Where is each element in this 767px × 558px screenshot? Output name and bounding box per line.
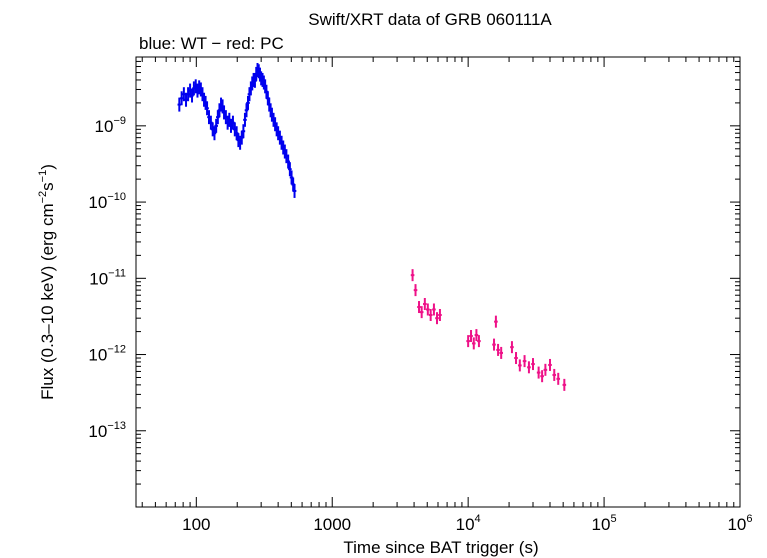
x-axis-tick-labels: 100 1000 104 105 106 bbox=[182, 513, 752, 534]
x-tick-label: 106 bbox=[727, 513, 752, 534]
data-point-pc bbox=[499, 346, 503, 359]
y-tick-label: 10−9 bbox=[95, 115, 126, 136]
chart-subtitle: blue: WT − red: PC bbox=[139, 34, 284, 53]
y-tick-label-base: 10 bbox=[88, 193, 107, 212]
data-point-pc bbox=[518, 359, 522, 372]
data-point-pc bbox=[426, 303, 430, 316]
data-point-wt bbox=[190, 88, 194, 103]
series-wt bbox=[177, 63, 297, 198]
y-tick-label-exp: −10 bbox=[107, 191, 126, 203]
data-point-pc bbox=[552, 368, 557, 381]
y-tick-label: 10−10 bbox=[88, 191, 126, 212]
y-tick-label-exp: −12 bbox=[107, 344, 126, 356]
data-point-wt bbox=[214, 118, 218, 133]
y-axis-label-main: Flux (0.3–10 keV) (erg cm bbox=[38, 203, 57, 400]
chart-title: Swift/XRT data of GRB 060111A bbox=[308, 10, 552, 29]
x-axis-ticks bbox=[141, 57, 741, 507]
data-point-pc bbox=[466, 335, 470, 348]
data-point-pc bbox=[438, 309, 442, 322]
data-point-pc bbox=[536, 366, 541, 379]
data-point-wt bbox=[286, 154, 290, 169]
x-tick-label-exp: 6 bbox=[746, 513, 752, 525]
plot-frame bbox=[135, 56, 741, 508]
data-point-pc bbox=[556, 372, 561, 385]
data-point-wt bbox=[177, 97, 182, 112]
y-axis-label-mid: s bbox=[38, 182, 57, 191]
data-series bbox=[177, 63, 567, 391]
data-point-wt bbox=[179, 91, 184, 106]
data-point-pc bbox=[471, 337, 476, 350]
data-point-pc bbox=[496, 343, 500, 356]
x-tick-label-exp: 4 bbox=[475, 513, 481, 525]
y-tick-label: 10−13 bbox=[88, 420, 126, 441]
x-tick-label-exp: 5 bbox=[610, 513, 616, 525]
data-point-pc bbox=[435, 312, 439, 325]
data-point-pc bbox=[510, 341, 514, 354]
x-tick-label: 104 bbox=[456, 513, 481, 534]
y-tick-label-exp: −13 bbox=[107, 420, 126, 432]
series-pc bbox=[410, 269, 567, 391]
y-tick-label-base: 10 bbox=[88, 422, 107, 441]
data-point-wt bbox=[244, 103, 249, 118]
data-point-pc bbox=[540, 370, 544, 383]
data-point-pc bbox=[474, 329, 479, 342]
x-tick-label-base: 100 bbox=[182, 515, 210, 534]
data-point-wt bbox=[246, 95, 250, 110]
x-tick-label: 1000 bbox=[313, 515, 351, 534]
data-point-pc bbox=[531, 358, 535, 371]
x-tick-label: 105 bbox=[592, 513, 617, 534]
x-tick-label-base: 10 bbox=[456, 515, 475, 534]
data-point-pc bbox=[417, 301, 421, 314]
y-axis-ticks bbox=[136, 56, 740, 508]
data-point-wt bbox=[241, 124, 246, 139]
data-point-wt bbox=[288, 162, 292, 177]
data-point-pc bbox=[413, 284, 418, 297]
data-point-pc bbox=[492, 338, 496, 351]
data-point-pc bbox=[423, 298, 427, 311]
data-point-wt bbox=[243, 112, 247, 127]
data-point-pc bbox=[494, 315, 498, 328]
data-point-pc bbox=[428, 309, 433, 322]
data-point-pc bbox=[543, 363, 548, 376]
y-tick-label-base: 10 bbox=[88, 346, 107, 365]
x-tick-label-base: 10 bbox=[592, 515, 611, 534]
x-tick-label-base: 10 bbox=[727, 515, 746, 534]
y-tick-label: 10−11 bbox=[89, 267, 126, 288]
data-point-wt bbox=[212, 126, 217, 141]
data-point-pc bbox=[419, 306, 424, 319]
y-tick-label-exp: −9 bbox=[113, 115, 126, 127]
data-point-pc bbox=[522, 355, 527, 368]
data-point-wt bbox=[292, 183, 297, 198]
y-tick-label-base: 10 bbox=[95, 117, 114, 136]
y-axis-label-exp1: −2 bbox=[37, 191, 49, 204]
data-point-wt bbox=[205, 101, 209, 116]
y-tick-label-base: 10 bbox=[89, 269, 108, 288]
data-point-pc bbox=[432, 303, 436, 316]
data-point-pc bbox=[548, 358, 552, 371]
y-axis-label-end: ) bbox=[38, 164, 57, 170]
x-axis-label: Time since BAT trigger (s) bbox=[343, 538, 538, 557]
y-axis-label-exp2: −1 bbox=[37, 170, 49, 183]
y-tick-label-exp: −11 bbox=[108, 267, 126, 279]
x-tick-label-base: 1000 bbox=[313, 515, 351, 534]
data-point-pc bbox=[562, 378, 567, 391]
data-point-pc bbox=[527, 361, 531, 374]
y-axis-label: Flux (0.3–10 keV) (erg cm−2s−1) bbox=[37, 164, 57, 400]
data-point-pc bbox=[514, 352, 518, 365]
data-point-pc bbox=[469, 330, 473, 343]
y-tick-label: 10−12 bbox=[88, 344, 126, 365]
x-tick-label: 100 bbox=[182, 515, 210, 534]
data-point-pc bbox=[410, 269, 415, 282]
data-point-pc bbox=[477, 335, 481, 348]
